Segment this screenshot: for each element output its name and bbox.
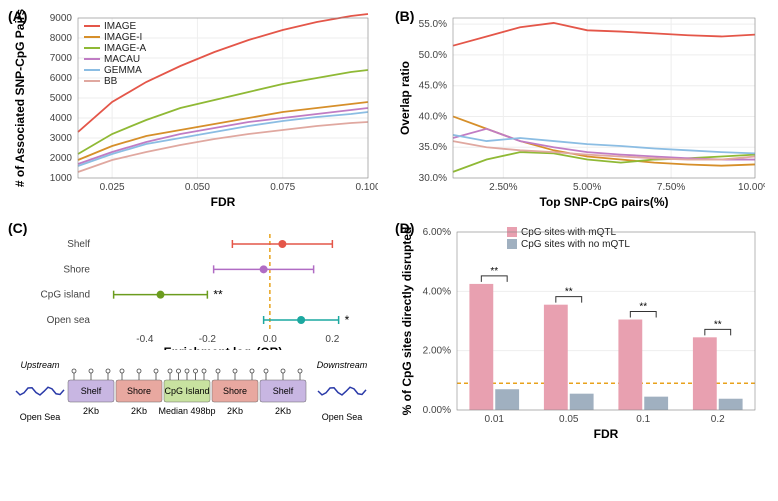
svg-text:GEMMA: GEMMA xyxy=(104,65,142,76)
svg-text:**: ** xyxy=(490,266,498,277)
svg-text:MACAU: MACAU xyxy=(104,54,140,65)
svg-text:9000: 9000 xyxy=(50,13,73,24)
svg-text:FDR: FDR xyxy=(594,427,619,440)
svg-text:6.00%: 6.00% xyxy=(423,227,451,238)
svg-text:CpG sites with mQTL: CpG sites with mQTL xyxy=(521,227,616,238)
panel-a-chart: 1000 2000 3000 4000 5000 6000 7000 8000 9000 0.02… xyxy=(8,8,378,208)
svg-text:Shore: Shore xyxy=(127,386,151,396)
svg-text:0.0: 0.0 xyxy=(263,334,277,345)
svg-text:IMAGE-A: IMAGE-A xyxy=(104,43,147,54)
svg-text:2Kb: 2Kb xyxy=(275,406,291,416)
svg-text:Shore: Shore xyxy=(63,264,90,275)
svg-text:2Kb: 2Kb xyxy=(227,406,243,416)
svg-text:Open Sea: Open Sea xyxy=(20,412,61,422)
svg-text:35.0%: 35.0% xyxy=(419,142,447,153)
panel-d-chart: 0.00% 2.00% 4.00% 6.00% ** 0.01 ** 0.05 ** 0.1 ** 0… xyxy=(395,220,765,440)
panel-c-chart: -0.4 -0.2 0.0 0.2 Shelf Shore CpG island ** Open… xyxy=(8,220,378,350)
svg-text:Median 498bp: Median 498bp xyxy=(158,406,215,416)
svg-text:2000: 2000 xyxy=(50,153,73,164)
svg-text:5000: 5000 xyxy=(50,93,73,104)
svg-text:0.01: 0.01 xyxy=(485,414,505,425)
svg-text:Overlap ratio: Overlap ratio xyxy=(398,61,412,135)
svg-text:8000: 8000 xyxy=(50,33,73,44)
svg-text:0.05: 0.05 xyxy=(559,414,579,425)
svg-text:Upstream: Upstream xyxy=(20,360,60,370)
svg-text:-0.2: -0.2 xyxy=(199,334,217,345)
panel-b-label: (B) xyxy=(395,8,414,24)
svg-text:**: ** xyxy=(565,287,573,298)
svg-text:0.00%: 0.00% xyxy=(423,405,451,416)
svg-text:2Kb: 2Kb xyxy=(83,406,99,416)
svg-text:CpG island: CpG island xyxy=(41,290,90,301)
svg-text:0.050: 0.050 xyxy=(185,182,210,193)
svg-text:Open sea: Open sea xyxy=(47,315,91,326)
svg-text:0.2: 0.2 xyxy=(325,334,339,345)
panel-d-label: (D) xyxy=(395,220,414,236)
svg-text:Top SNP-CpG pairs(%): Top SNP-CpG pairs(%) xyxy=(539,195,668,208)
svg-text:0.100: 0.100 xyxy=(355,182,378,193)
svg-text:5.00%: 5.00% xyxy=(573,182,601,193)
panel-c: (C) -0.4-0.20.00.2ShelfShoreCpG island**… xyxy=(8,220,383,440)
svg-text:Shelf: Shelf xyxy=(81,386,102,396)
svg-text:Downstream: Downstream xyxy=(317,360,368,370)
svg-text:7000: 7000 xyxy=(50,53,73,64)
svg-text:Shelf: Shelf xyxy=(273,386,294,396)
svg-text:**: ** xyxy=(714,319,722,330)
panel-a-label: (A) xyxy=(8,8,27,24)
svg-text:CpG sites with no mQTL: CpG sites with no mQTL xyxy=(521,239,630,250)
svg-text:4.00%: 4.00% xyxy=(423,286,451,297)
svg-text:2Kb: 2Kb xyxy=(131,406,147,416)
svg-text:# of Associated SNP-CpG Pairs: # of Associated SNP-CpG Pairs xyxy=(13,9,27,188)
svg-text:0.075: 0.075 xyxy=(270,182,295,193)
svg-text:2.50%: 2.50% xyxy=(489,182,517,193)
svg-text:0.1: 0.1 xyxy=(636,414,650,425)
svg-text:4000: 4000 xyxy=(50,113,73,124)
svg-text:50.0%: 50.0% xyxy=(419,50,447,61)
svg-text:2.00%: 2.00% xyxy=(423,346,451,357)
svg-text:0.2: 0.2 xyxy=(711,414,725,425)
svg-text:CpG Island: CpG Island xyxy=(164,386,209,396)
svg-text:55.0%: 55.0% xyxy=(419,19,447,30)
svg-text:40.0%: 40.0% xyxy=(419,111,447,122)
svg-text:30.0%: 30.0% xyxy=(419,173,447,184)
svg-text:1000: 1000 xyxy=(50,173,73,184)
svg-text:*: * xyxy=(345,313,350,327)
svg-text:Shelf: Shelf xyxy=(67,239,90,250)
svg-text:% of CpG sites directly disrup: % of CpG sites directly disrupted xyxy=(400,227,414,416)
svg-text:IMAGE: IMAGE xyxy=(104,21,137,32)
svg-text:**: ** xyxy=(639,302,647,313)
panel-c-label: (C) xyxy=(8,220,27,236)
svg-text:Shore: Shore xyxy=(223,386,247,396)
svg-text:6000: 6000 xyxy=(50,73,73,84)
svg-text:**: ** xyxy=(213,288,223,302)
svg-text:IMAGE-I: IMAGE-I xyxy=(104,32,142,43)
panel-a: (A) 1000 2000 3000 4000 5000 6000 7000 8000 9000… xyxy=(8,8,383,208)
svg-text:3000: 3000 xyxy=(50,133,73,144)
svg-text:0.025: 0.025 xyxy=(100,182,125,193)
svg-text:-0.4: -0.4 xyxy=(136,334,154,345)
svg-text:BB: BB xyxy=(104,76,118,87)
svg-text:Enrichment log₂(OR): Enrichment log₂(OR) xyxy=(164,345,283,350)
svg-text:10.00%: 10.00% xyxy=(738,182,765,193)
panel-b: (B) 30.0% 35.0% 40.0% 45.0% 50.0% 55.0% 2.50% 5… xyxy=(395,8,770,208)
svg-text:7.50%: 7.50% xyxy=(657,182,685,193)
panel-d: (D) 0.00%2.00%4.00%6.00%**0.01**0.05**0.… xyxy=(395,220,770,440)
svg-text:Open Sea: Open Sea xyxy=(322,412,363,422)
svg-text:45.0%: 45.0% xyxy=(419,81,447,92)
panel-c-diagram: Upstream Downstream Open Sea Open Sea Shelf 2… xyxy=(8,350,378,430)
svg-text:FDR: FDR xyxy=(211,195,236,208)
panel-b-chart: 30.0% 35.0% 40.0% 45.0% 50.0% 55.0% 2.50% 5.00%… xyxy=(395,8,765,208)
